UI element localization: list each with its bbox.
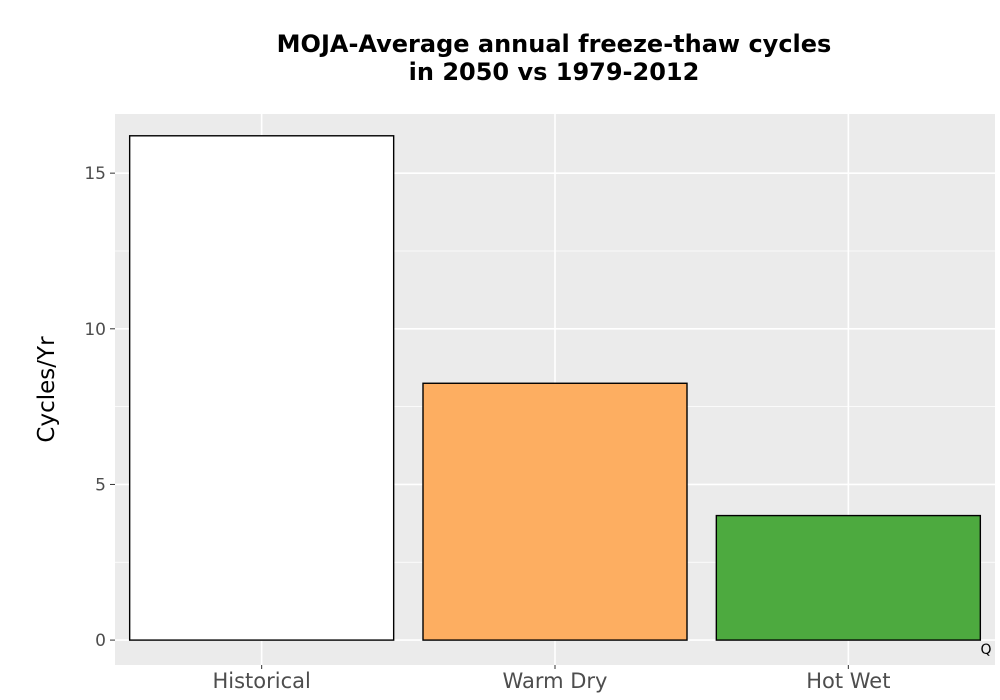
corner-annotation: Q [980,642,991,658]
y-tick-label: 0 [95,631,106,651]
bar-warm-dry [422,382,688,641]
bar-hot-wet [715,514,982,641]
y-tick-label: 5 [95,475,106,495]
x-tick-label: Historical [212,669,310,693]
y-axis: 0 5 10 15 [84,164,115,651]
x-axis: Historical Warm Dry Hot Wet [212,665,890,693]
y-tick-label: 15 [84,164,106,184]
y-axis-title: Cycles/Yr [34,336,60,443]
y-tick-label: 10 [84,320,106,340]
x-tick-label: Hot Wet [806,669,890,693]
chart-title-line-2: in 2050 vs 1979-2012 [408,58,700,86]
chart-title: MOJA-Average annual freeze-thaw cycles i… [114,30,994,86]
bar-historical [128,135,395,641]
x-tick-label: Warm Dry [503,669,608,693]
bars [128,135,982,641]
chart-title-line-1: MOJA-Average annual freeze-thaw cycles [276,30,832,58]
